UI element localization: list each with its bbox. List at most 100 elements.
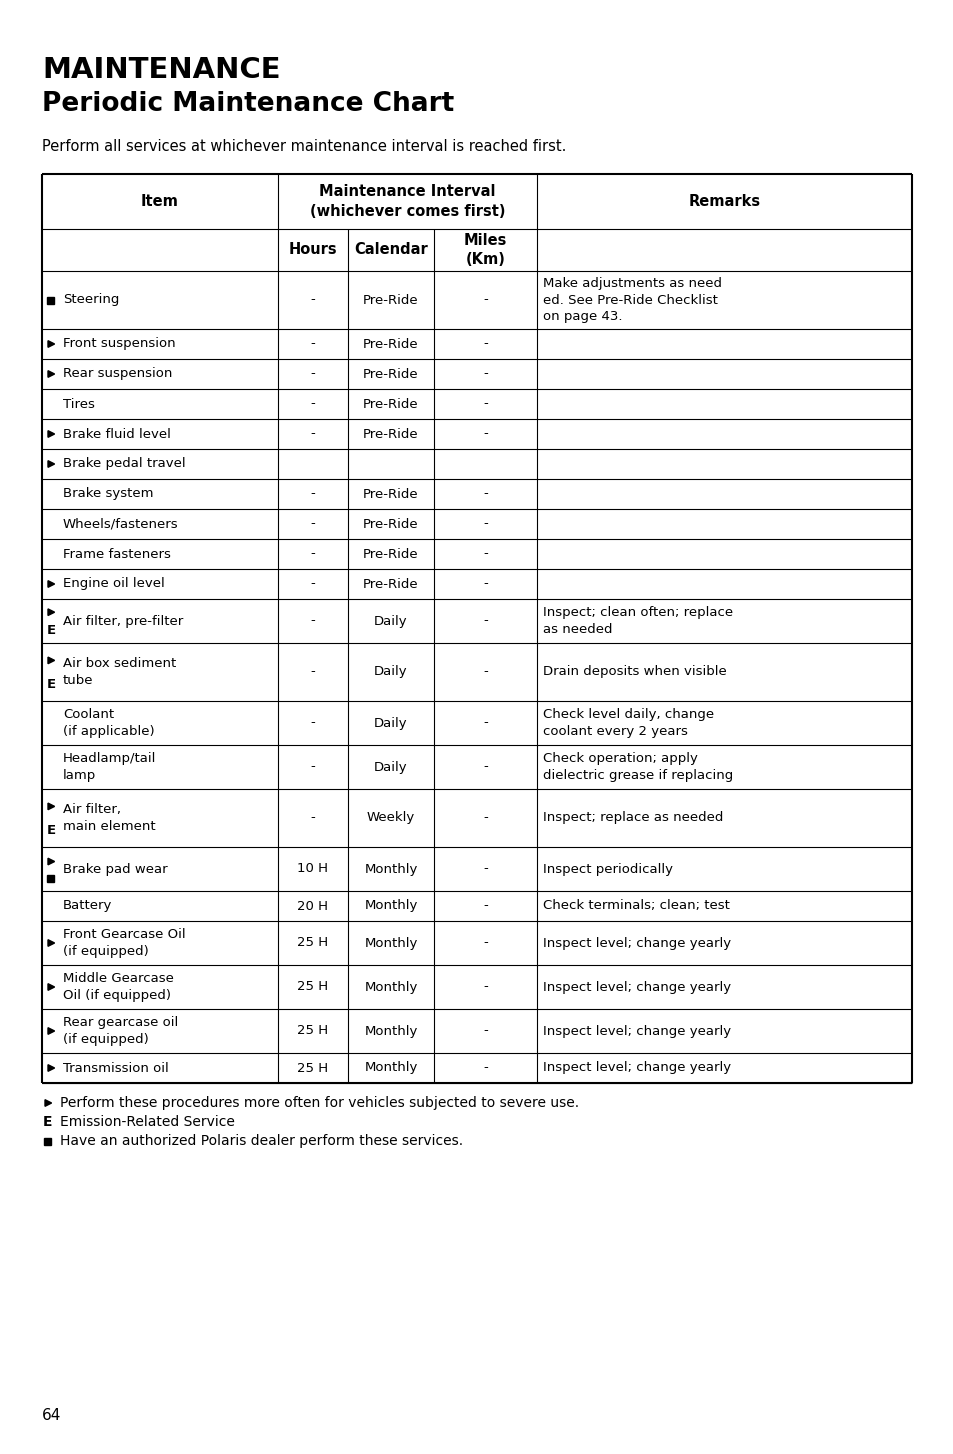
Text: Check operation; apply
dielectric grease if replacing: Check operation; apply dielectric grease… <box>542 752 733 782</box>
Text: -: - <box>482 900 487 913</box>
Text: Front suspension: Front suspension <box>63 337 175 350</box>
Text: Check level daily, change
coolant every 2 years: Check level daily, change coolant every … <box>542 708 714 737</box>
Text: -: - <box>311 717 315 730</box>
Polygon shape <box>48 340 54 348</box>
Text: Steering: Steering <box>63 294 119 307</box>
Text: Maintenance Interval
(whichever comes first): Maintenance Interval (whichever comes fi… <box>310 185 505 220</box>
Text: -: - <box>482 368 487 381</box>
Text: -: - <box>311 577 315 590</box>
Text: Daily: Daily <box>374 666 407 679</box>
Polygon shape <box>48 1028 54 1034</box>
Text: -: - <box>482 615 487 628</box>
Text: Weekly: Weekly <box>367 811 415 824</box>
Text: Inspect level; change yearly: Inspect level; change yearly <box>542 1061 730 1075</box>
Text: 25 H: 25 H <box>297 1061 328 1075</box>
Text: Brake pad wear: Brake pad wear <box>63 862 168 875</box>
Text: Rear gearcase oil
(if equipped): Rear gearcase oil (if equipped) <box>63 1016 178 1045</box>
Text: Monthly: Monthly <box>364 900 417 913</box>
Text: MAINTENANCE: MAINTENANCE <box>42 57 280 84</box>
Text: -: - <box>482 760 487 774</box>
Text: -: - <box>482 980 487 993</box>
Polygon shape <box>48 430 54 438</box>
Text: Pre-Ride: Pre-Ride <box>363 368 418 381</box>
Text: Daily: Daily <box>374 760 407 774</box>
Text: -: - <box>482 1061 487 1075</box>
Text: Make adjustments as need
ed. See Pre-Ride Checklist
on page 43.: Make adjustments as need ed. See Pre-Rid… <box>542 278 721 323</box>
Text: -: - <box>311 811 315 824</box>
Text: Pre-Ride: Pre-Ride <box>363 577 418 590</box>
Text: Monthly: Monthly <box>364 980 417 993</box>
Text: Headlamp/tail
lamp: Headlamp/tail lamp <box>63 752 156 782</box>
Text: Daily: Daily <box>374 717 407 730</box>
Text: 25 H: 25 H <box>297 980 328 993</box>
Text: Drain deposits when visible: Drain deposits when visible <box>542 666 726 679</box>
Text: -: - <box>482 397 487 410</box>
Text: Item: Item <box>141 193 179 209</box>
Text: -: - <box>311 397 315 410</box>
Polygon shape <box>48 371 54 377</box>
Text: Monthly: Monthly <box>364 1025 417 1038</box>
Text: Air filter, pre-filter: Air filter, pre-filter <box>63 615 183 628</box>
Text: Miles
(Km): Miles (Km) <box>463 233 507 268</box>
Text: 64: 64 <box>42 1409 61 1423</box>
Text: Middle Gearcase
Oil (if equipped): Middle Gearcase Oil (if equipped) <box>63 973 173 1002</box>
Text: Remarks: Remarks <box>688 193 760 209</box>
Text: -: - <box>311 337 315 350</box>
Text: E: E <box>47 624 55 637</box>
Text: -: - <box>311 368 315 381</box>
Polygon shape <box>48 1064 54 1072</box>
Text: -: - <box>311 548 315 560</box>
Text: Pre-Ride: Pre-Ride <box>363 337 418 350</box>
Text: -: - <box>311 518 315 531</box>
Text: Brake pedal travel: Brake pedal travel <box>63 458 186 471</box>
Polygon shape <box>48 984 54 990</box>
Text: -: - <box>482 717 487 730</box>
Text: -: - <box>311 760 315 774</box>
Text: Brake fluid level: Brake fluid level <box>63 427 171 441</box>
Polygon shape <box>48 609 54 615</box>
Text: -: - <box>482 936 487 949</box>
Text: -: - <box>482 427 487 441</box>
Text: Frame fasteners: Frame fasteners <box>63 548 171 560</box>
Text: -: - <box>311 294 315 307</box>
Text: -: - <box>311 487 315 500</box>
Text: Front Gearcase Oil
(if equipped): Front Gearcase Oil (if equipped) <box>63 928 186 958</box>
Text: -: - <box>482 548 487 560</box>
Text: Pre-Ride: Pre-Ride <box>363 548 418 560</box>
Text: Battery: Battery <box>63 900 112 913</box>
Text: Inspect level; change yearly: Inspect level; change yearly <box>542 980 730 993</box>
Text: Air box sediment
tube: Air box sediment tube <box>63 657 176 686</box>
Text: E: E <box>47 824 55 838</box>
Text: -: - <box>482 1025 487 1038</box>
Polygon shape <box>48 657 54 663</box>
Text: Air filter,
main element: Air filter, main element <box>63 803 155 833</box>
Polygon shape <box>48 858 54 865</box>
Text: Pre-Ride: Pre-Ride <box>363 427 418 441</box>
Text: Inspect; replace as needed: Inspect; replace as needed <box>542 811 722 824</box>
Text: -: - <box>482 811 487 824</box>
Text: Periodic Maintenance Chart: Periodic Maintenance Chart <box>42 92 454 116</box>
Text: -: - <box>482 518 487 531</box>
Bar <box>45 1137 51 1144</box>
Text: Inspect; clean often; replace
as needed: Inspect; clean often; replace as needed <box>542 606 732 635</box>
Text: Check terminals; clean; test: Check terminals; clean; test <box>542 900 729 913</box>
Text: -: - <box>311 666 315 679</box>
Text: Inspect level; change yearly: Inspect level; change yearly <box>542 1025 730 1038</box>
Text: Pre-Ride: Pre-Ride <box>363 518 418 531</box>
Text: Monthly: Monthly <box>364 1061 417 1075</box>
Text: Rear suspension: Rear suspension <box>63 368 172 381</box>
Text: Inspect periodically: Inspect periodically <box>542 862 672 875</box>
Text: Pre-Ride: Pre-Ride <box>363 294 418 307</box>
Text: E: E <box>43 1115 52 1128</box>
Polygon shape <box>48 939 54 947</box>
Text: Coolant
(if applicable): Coolant (if applicable) <box>63 708 154 737</box>
Text: -: - <box>482 294 487 307</box>
Polygon shape <box>48 803 54 810</box>
Text: -: - <box>311 427 315 441</box>
Text: 25 H: 25 H <box>297 1025 328 1038</box>
Polygon shape <box>48 580 54 587</box>
Text: -: - <box>482 862 487 875</box>
Text: -: - <box>482 487 487 500</box>
Text: -: - <box>311 615 315 628</box>
Text: -: - <box>482 666 487 679</box>
